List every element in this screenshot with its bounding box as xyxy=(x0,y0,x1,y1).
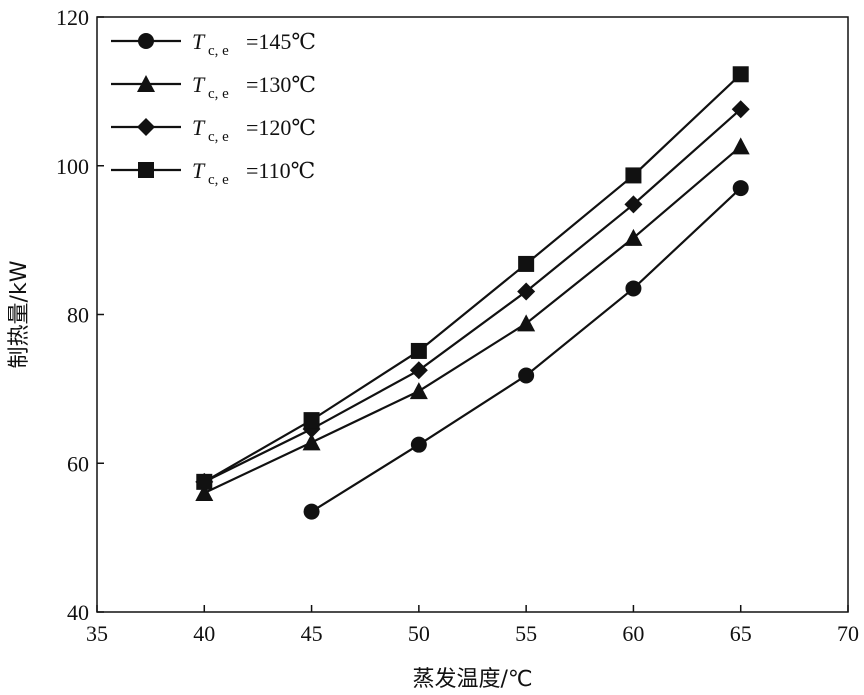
y-axis-title: 制热量/kW xyxy=(7,260,32,368)
legend-label-sub: c, e xyxy=(208,129,229,145)
series-line xyxy=(203,73,742,483)
series-square xyxy=(196,66,749,490)
data-point-circle xyxy=(518,367,535,384)
y-tick-label: 40 xyxy=(67,600,89,625)
legend-label-value: =110℃ xyxy=(246,158,315,183)
data-point-diamond xyxy=(624,195,643,214)
data-point-triangle xyxy=(195,484,214,501)
series-layer xyxy=(195,66,750,520)
legend-label-sub: c, e xyxy=(208,172,229,188)
data-point-square xyxy=(518,255,535,272)
y-tick-label: 80 xyxy=(67,303,89,328)
series-triangle xyxy=(195,137,750,501)
series-line xyxy=(310,187,742,513)
data-point-triangle xyxy=(624,228,643,246)
legend-label-value: =130℃ xyxy=(246,72,316,97)
data-point-square xyxy=(196,473,213,490)
data-point-triangle xyxy=(517,314,536,332)
legend-marker-diamond xyxy=(137,118,155,136)
data-point-circle xyxy=(732,180,749,197)
y-tick-label: 100 xyxy=(56,154,89,179)
data-point-square xyxy=(303,412,320,429)
y-tick-label: 120 xyxy=(56,5,89,30)
data-point-circle xyxy=(410,436,427,453)
data-point-triangle xyxy=(409,382,428,400)
data-point-circle xyxy=(303,503,320,520)
data-point-square xyxy=(410,342,427,359)
data-point-diamond xyxy=(409,361,428,380)
x-tick-label: 70 xyxy=(837,621,859,646)
legend-marker-square xyxy=(138,162,154,178)
x-axis: 35 40 45 50 55 60 65 70 xyxy=(86,605,859,646)
x-tick-label: 45 xyxy=(301,621,323,646)
data-point-triangle xyxy=(731,137,750,155)
legend-label-main: T xyxy=(192,72,206,97)
data-point-circle xyxy=(625,280,642,297)
data-point-diamond xyxy=(517,282,536,301)
data-point-square xyxy=(625,167,642,184)
series-line xyxy=(203,108,742,483)
x-axis-title: 蒸发温度/℃ xyxy=(412,667,532,692)
series-line xyxy=(203,145,742,494)
data-point-square xyxy=(732,66,749,83)
legend-label-value: =120℃ xyxy=(246,115,316,140)
legend-marker-triangle xyxy=(137,75,155,92)
x-tick-label: 65 xyxy=(730,621,752,646)
legend-label-main: T xyxy=(192,158,206,183)
x-tick-label: 35 xyxy=(86,621,108,646)
x-tick-label: 60 xyxy=(622,621,644,646)
data-point-triangle xyxy=(302,433,321,451)
series-circle xyxy=(303,180,749,520)
legend-label-value: =145℃ xyxy=(246,29,316,54)
data-point-diamond xyxy=(731,100,750,119)
legend-label-sub: c, e xyxy=(208,86,229,102)
y-tick-label: 60 xyxy=(67,451,89,476)
x-tick-label: 40 xyxy=(193,621,215,646)
legend-label-main: T xyxy=(192,115,206,140)
legend-label-main: T xyxy=(192,29,206,54)
x-tick-label: 55 xyxy=(515,621,537,646)
y-axis: 40 60 80 100 120 xyxy=(56,5,104,625)
x-tick-label: 50 xyxy=(408,621,430,646)
legend-marker-circle xyxy=(138,33,154,49)
legend-label-sub: c, e xyxy=(208,43,229,59)
